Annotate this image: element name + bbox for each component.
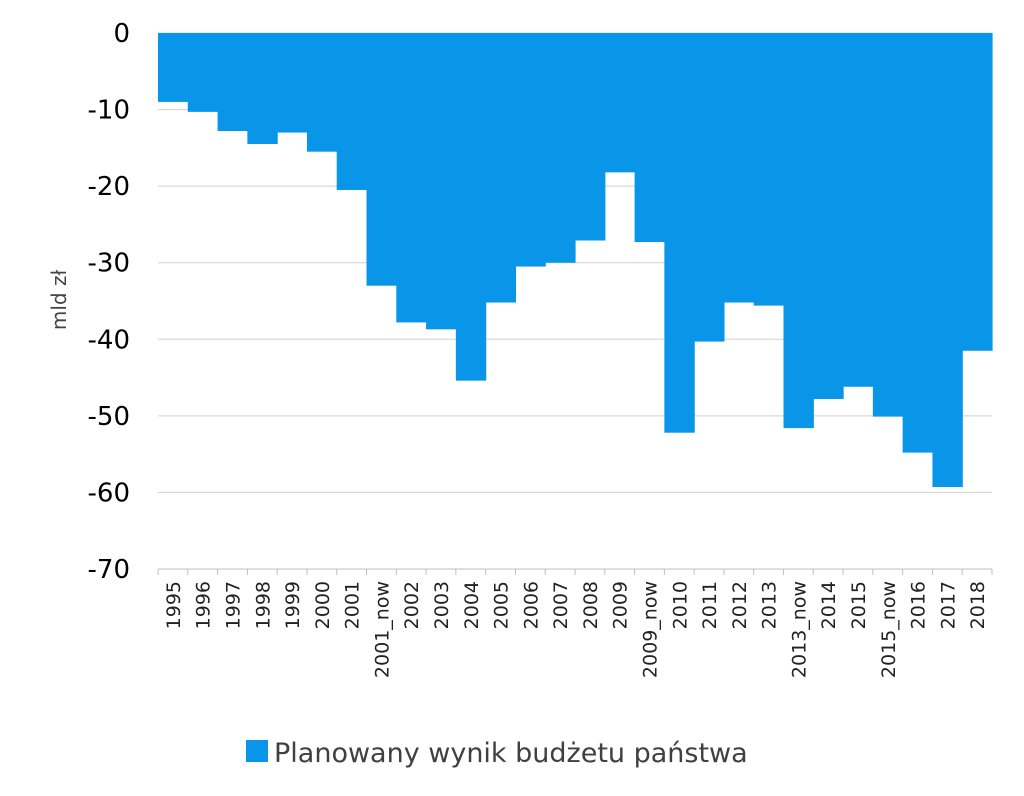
area-step (843, 33, 874, 387)
legend-swatch (246, 740, 268, 762)
x-tick-label: 2009 (610, 581, 632, 629)
area-step (634, 33, 665, 243)
area-step (962, 33, 993, 351)
x-tick-label: 2001_now (371, 581, 393, 678)
y-tick-label: -50 (88, 402, 130, 432)
x-axis: 1995 1996 1997 1998 1999 2000 2001 2001_now 2002… (157, 568, 993, 678)
area-step (694, 33, 725, 342)
x-tick-label: 1998 (252, 581, 274, 629)
x-tick-label: 2010 (669, 581, 691, 629)
x-tick-label: 2004 (461, 581, 483, 629)
area-step (158, 33, 189, 102)
area-step (277, 33, 308, 133)
x-tick-label: 2008 (580, 581, 602, 629)
x-tick-label: 2011 (699, 581, 721, 629)
plot-area (158, 33, 993, 488)
x-tick-label: 1999 (282, 581, 304, 629)
area-step (485, 33, 517, 303)
x-tick-label: 2018 (967, 581, 989, 629)
area-step (872, 33, 904, 417)
area-step (575, 33, 606, 241)
x-tick-label: 2013 (759, 581, 781, 629)
area-step (783, 33, 814, 429)
y-tick-label: 0 (113, 19, 130, 49)
x-tick-label: 2017 (937, 581, 959, 629)
x-tick-label: 2013_now (788, 581, 810, 678)
x-tick-label: 1996 (193, 581, 215, 629)
y-tick-label: -30 (88, 249, 130, 279)
area-step (545, 33, 576, 263)
area-step (247, 33, 278, 145)
area-step (902, 33, 934, 453)
x-tick-label: 2006 (520, 581, 542, 629)
x-tick-label: 2001 (342, 581, 364, 629)
area-step (932, 33, 963, 488)
area-step (813, 33, 844, 400)
x-tick-label: 2014 (818, 581, 840, 629)
x-tick-label: 2009_now (639, 581, 661, 678)
y-tick-label: -40 (88, 325, 130, 355)
x-tick-label: 2012 (729, 581, 751, 629)
area-step (455, 33, 487, 381)
y-tick-label: -70 (88, 555, 130, 585)
y-tick-label: -10 (88, 96, 130, 126)
x-tick-label: 1995 (163, 581, 185, 629)
area-step (604, 33, 636, 173)
y-tick-label: -20 (88, 172, 130, 202)
area-step (187, 33, 219, 112)
legend-label: Planowany wynik budżetu państwa (274, 738, 748, 769)
x-tick-label: 2000 (312, 581, 334, 629)
y-axis-title: mld zł (47, 270, 71, 331)
x-tick-label: 2015_now (878, 581, 900, 678)
y-tick-label: -60 (88, 478, 130, 508)
area-step (217, 33, 248, 132)
area-step (426, 33, 457, 330)
area-step (515, 33, 546, 267)
legend: Planowany wynik budżetu państwa (246, 738, 748, 769)
x-tick-label: 2005 (491, 581, 513, 629)
area-step (723, 33, 755, 303)
area-step (336, 33, 368, 190)
x-tick-label: 2002 (401, 581, 423, 629)
x-tick-label: 1997 (222, 581, 244, 629)
area-step (306, 33, 338, 152)
area-step (753, 33, 785, 306)
x-tick-label: 2003 (431, 581, 453, 629)
area-step (396, 33, 427, 323)
x-tick-label: 2015 (848, 581, 870, 629)
area-step (366, 33, 397, 286)
y-axis: 0 -10 -20 -30 -40 -50 -60 -70 (88, 19, 130, 585)
x-tick-label: 2007 (550, 581, 572, 629)
x-tick-label: 2016 (908, 581, 930, 629)
area-step (664, 33, 695, 433)
